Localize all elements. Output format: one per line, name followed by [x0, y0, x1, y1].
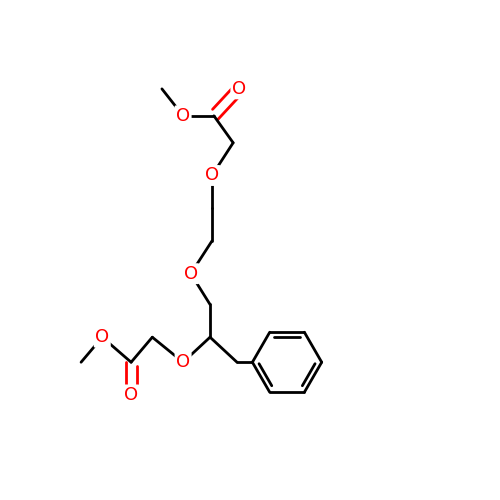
Text: O: O	[176, 353, 190, 371]
Text: O: O	[205, 166, 219, 184]
Text: O: O	[232, 80, 246, 98]
Text: O: O	[124, 386, 138, 404]
Text: O: O	[95, 328, 110, 346]
Text: O: O	[184, 264, 198, 282]
Text: O: O	[176, 107, 190, 125]
